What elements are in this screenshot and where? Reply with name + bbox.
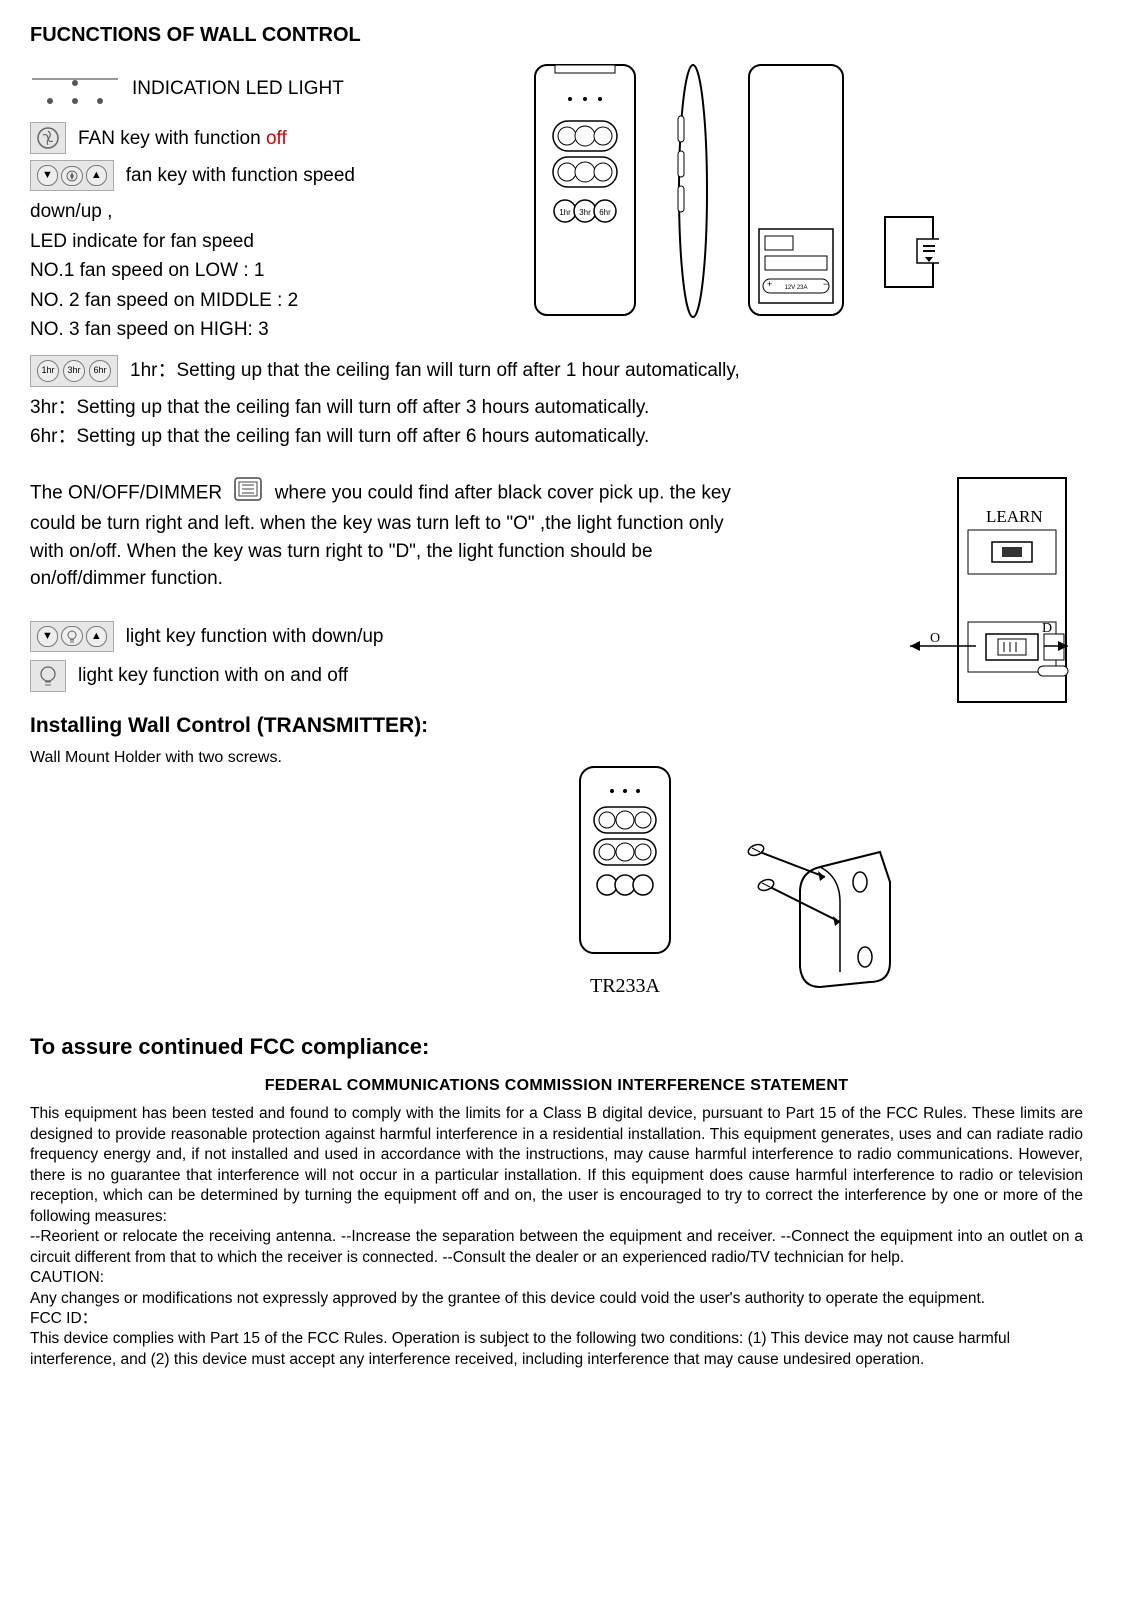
timer-6hr-text: 6hr：Setting up that the ceiling fan will… xyxy=(30,422,1083,451)
fcc-caution-heading: CAUTION: xyxy=(30,1268,1083,1288)
fan-off-label: FAN key with function off xyxy=(78,124,287,153)
speed-no3: NO. 3 fan speed on HIGH: 3 xyxy=(30,315,495,344)
timer-1hr-text: 1hr：Setting up that the ceiling fan will… xyxy=(130,356,740,385)
svg-text:−: − xyxy=(823,279,828,289)
led-indicate-text: LED indicate for fan speed xyxy=(30,227,495,256)
timer-buttons-icon: 1hr 3hr 6hr xyxy=(30,355,118,387)
timer-3hr-text: 3hr：Setting up that the ceiling fan will… xyxy=(30,393,1083,422)
svg-text:3hr: 3hr xyxy=(579,208,591,217)
fan-speed-label: fan key with function speed xyxy=(126,161,355,190)
svg-text:6hr: 6hr xyxy=(599,208,611,217)
fcc-caution-text: Any changes or modifications not express… xyxy=(30,1289,1083,1309)
page-title: FUCNCTIONS OF WALL CONTROL xyxy=(30,20,1083,51)
svg-text:12V 23A: 12V 23A xyxy=(784,285,807,291)
svg-text:1hr: 1hr xyxy=(559,208,571,217)
light-onoff-label: light key function with on and off xyxy=(78,661,348,690)
fcc-id-heading: FCC ID： xyxy=(30,1309,1083,1329)
light-updown-label: light key function with down/up xyxy=(126,622,384,651)
install-heading: Installing Wall Control (TRANSMITTER): xyxy=(30,710,760,743)
wall-holder-diagram xyxy=(730,832,920,1002)
remote-front-icon: 1hr 3hr 6hr xyxy=(525,61,645,321)
light-updown-icon: ▼ ▲ xyxy=(30,621,114,652)
led-dots-icon xyxy=(30,61,120,116)
fcc-para-3: This device complies with Part 15 of the… xyxy=(30,1329,1083,1370)
speed-no2: NO. 2 fan speed on MIDDLE : 2 xyxy=(30,286,495,315)
remote-side-icon xyxy=(673,61,713,321)
learn-label: LEARN xyxy=(986,504,1043,530)
fcc-para-1: This equipment has been tested and found… xyxy=(30,1104,1083,1227)
speed-no1: NO.1 fan speed on LOW : 1 xyxy=(30,256,495,285)
down-up-text: down/up , xyxy=(30,197,495,226)
battery-cover-icon xyxy=(879,211,939,301)
od-o-label: O xyxy=(930,628,940,650)
led-row: INDICATION LED LIGHT xyxy=(30,61,495,116)
led-label: INDICATION LED LIGHT xyxy=(132,74,344,103)
light-onoff-icon xyxy=(30,660,66,692)
dimmer-switch-icon xyxy=(233,476,263,511)
fan-off-icon xyxy=(30,122,66,154)
dimmer-paragraph: The ON/OFF/DIMMER where you could find a… xyxy=(30,476,760,593)
svg-text:+: + xyxy=(767,279,772,289)
remote-back-icon: 12V 23A + − xyxy=(741,61,851,321)
fcc-subheading: FEDERAL COMMUNICATIONS COMMISSION INTERF… xyxy=(30,1074,1083,1099)
fcc-para-2: --Reorient or relocate the receiving ant… xyxy=(30,1227,1083,1268)
fan-speed-icon: ▼ ▲ xyxy=(30,160,114,191)
transmitter-diagram xyxy=(560,761,690,961)
od-d-label: D xyxy=(1042,618,1052,640)
fcc-heading: To assure continued FCC compliance: xyxy=(30,1030,1083,1064)
model-number: TR233A xyxy=(560,971,690,1002)
